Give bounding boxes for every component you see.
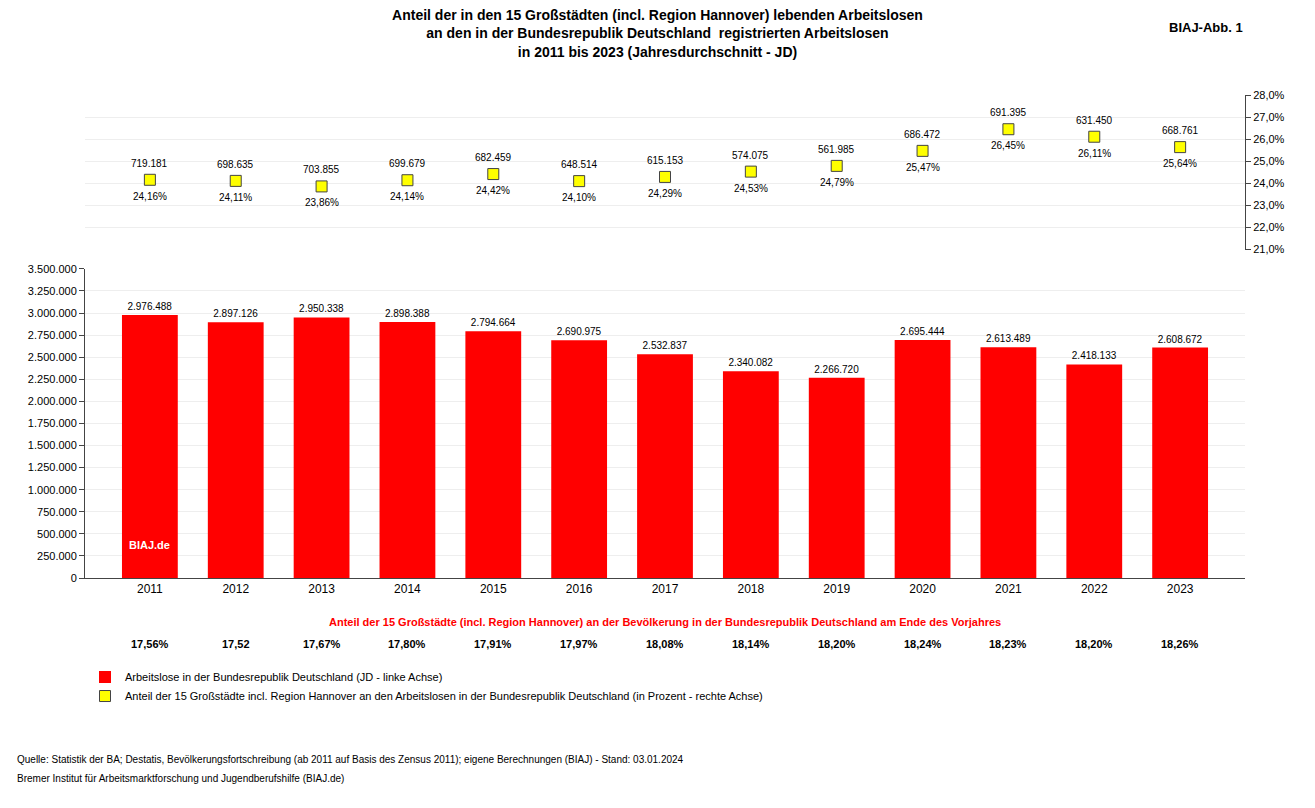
svg-text:18,23%: 18,23% — [989, 638, 1027, 650]
svg-text:2011: 2011 — [137, 582, 163, 596]
svg-text:23,0%: 23,0% — [1253, 199, 1284, 211]
svg-text:27,0%: 27,0% — [1253, 111, 1284, 123]
svg-text:24,11%: 24,11% — [219, 192, 252, 203]
svg-text:2023: 2023 — [1167, 582, 1194, 596]
svg-text:648.514: 648.514 — [561, 159, 598, 170]
svg-text:17,91%: 17,91% — [474, 638, 512, 650]
svg-text:2017: 2017 — [652, 582, 679, 596]
svg-text:1.000.000: 1.000.000 — [28, 484, 77, 496]
svg-text:18,20%: 18,20% — [1075, 638, 1113, 650]
svg-text:23,86%: 23,86% — [305, 197, 339, 208]
svg-text:24,0%: 24,0% — [1253, 177, 1284, 189]
svg-text:2014: 2014 — [394, 582, 421, 596]
svg-text:703.855: 703.855 — [303, 164, 340, 175]
svg-text:Anteil der 15 Großstädte incl.: Anteil der 15 Großstädte incl. Region Ha… — [125, 690, 763, 702]
svg-text:28,0%: 28,0% — [1253, 89, 1284, 101]
svg-text:Arbeitslose in der Bundesrepub: Arbeitslose in der Bundesrepublik Deutsc… — [125, 671, 442, 683]
svg-text:2018: 2018 — [737, 582, 764, 596]
svg-text:699.679: 699.679 — [389, 158, 426, 169]
svg-text:24,53%: 24,53% — [734, 183, 768, 194]
svg-text:24,10%: 24,10% — [562, 192, 596, 203]
svg-text:18,24%: 18,24% — [904, 638, 942, 650]
svg-text:2.976.488: 2.976.488 — [127, 301, 172, 312]
svg-text:2012: 2012 — [222, 582, 249, 596]
svg-text:2021: 2021 — [995, 582, 1022, 596]
svg-text:2.690.975: 2.690.975 — [557, 326, 602, 337]
svg-text:BIAJ.de: BIAJ.de — [129, 539, 170, 551]
svg-text:18,08%: 18,08% — [646, 638, 684, 650]
svg-text:17,97%: 17,97% — [560, 638, 598, 650]
svg-text:2.613.489: 2.613.489 — [986, 333, 1031, 344]
svg-text:0: 0 — [71, 572, 77, 584]
svg-text:2016: 2016 — [566, 582, 593, 596]
svg-text:2019: 2019 — [823, 582, 850, 596]
svg-text:21,0%: 21,0% — [1253, 243, 1284, 255]
svg-text:2.794.664: 2.794.664 — [471, 317, 516, 328]
svg-text:2.950.338: 2.950.338 — [299, 303, 344, 314]
svg-text:22,0%: 22,0% — [1253, 221, 1284, 233]
svg-text:18,26%: 18,26% — [1161, 638, 1199, 650]
svg-text:2013: 2013 — [308, 582, 335, 596]
svg-text:3.000.000: 3.000.000 — [28, 307, 77, 319]
svg-text:BIAJ-Abb. 1: BIAJ-Abb. 1 — [1169, 20, 1243, 35]
svg-text:2.898.388: 2.898.388 — [385, 308, 430, 319]
svg-text:2.250.000: 2.250.000 — [28, 373, 77, 385]
svg-text:24,16%: 24,16% — [133, 191, 167, 202]
svg-text:26,45%: 26,45% — [991, 140, 1025, 151]
svg-text:631.450: 631.450 — [1076, 115, 1113, 126]
svg-text:2.608.672: 2.608.672 — [1158, 334, 1203, 345]
svg-text:2.750.000: 2.750.000 — [28, 329, 77, 341]
svg-text:1.250.000: 1.250.000 — [28, 461, 77, 473]
svg-text:26,11%: 26,11% — [1078, 148, 1111, 159]
svg-text:17,52: 17,52 — [222, 638, 250, 650]
svg-text:2.695.444: 2.695.444 — [900, 326, 945, 337]
svg-text:17,67%: 17,67% — [303, 638, 341, 650]
svg-text:25,64%: 25,64% — [1163, 158, 1197, 169]
svg-text:17,56%: 17,56% — [131, 638, 169, 650]
svg-text:3.500.000: 3.500.000 — [28, 263, 77, 275]
svg-text:1.750.000: 1.750.000 — [28, 417, 77, 429]
svg-text:Anteil der in den 15 Großstädt: Anteil der in den 15 Großstädten (incl. … — [392, 7, 923, 59]
svg-text:691.395: 691.395 — [990, 107, 1027, 118]
svg-text:750.000: 750.000 — [37, 506, 77, 518]
svg-text:3.250.000: 3.250.000 — [28, 285, 77, 297]
svg-text:24,42%: 24,42% — [476, 185, 510, 196]
svg-text:24,14%: 24,14% — [390, 191, 424, 202]
svg-text:18,14%: 18,14% — [732, 638, 770, 650]
svg-text:500.000: 500.000 — [37, 528, 77, 540]
svg-text:2022: 2022 — [1081, 582, 1108, 596]
svg-text:2.500.000: 2.500.000 — [28, 351, 77, 363]
svg-text:2.532.837: 2.532.837 — [643, 340, 688, 351]
svg-text:615.153: 615.153 — [647, 155, 684, 166]
svg-text:2.418.133: 2.418.133 — [1072, 350, 1117, 361]
svg-text:24,29%: 24,29% — [648, 188, 682, 199]
svg-text:Quelle: Statistik der BA; Dest: Quelle: Statistik der BA; Destatis, Bevö… — [17, 754, 684, 765]
svg-text:26,0%: 26,0% — [1253, 133, 1284, 145]
svg-text:2.266.720: 2.266.720 — [814, 364, 859, 375]
svg-text:1.500.000: 1.500.000 — [28, 439, 77, 451]
svg-text:24,79%: 24,79% — [820, 177, 854, 188]
svg-text:2020: 2020 — [909, 582, 936, 596]
svg-text:698.635: 698.635 — [217, 159, 254, 170]
svg-text:2.340.082: 2.340.082 — [728, 357, 773, 368]
svg-text:25,47%: 25,47% — [906, 162, 940, 173]
svg-text:Anteil der 15 Großstädte (incl: Anteil der 15 Großstädte (incl. Region H… — [329, 616, 1001, 628]
svg-text:18,20%: 18,20% — [818, 638, 856, 650]
svg-text:686.472: 686.472 — [904, 129, 941, 140]
svg-text:2.897.126: 2.897.126 — [213, 308, 258, 319]
svg-text:574.075: 574.075 — [732, 150, 769, 161]
svg-text:250.000: 250.000 — [37, 550, 77, 562]
svg-text:682.459: 682.459 — [475, 152, 512, 163]
svg-text:668.761: 668.761 — [1162, 125, 1199, 136]
svg-text:2015: 2015 — [480, 582, 507, 596]
svg-text:561.985: 561.985 — [818, 144, 855, 155]
svg-text:25,0%: 25,0% — [1253, 155, 1284, 167]
svg-text:17,80%: 17,80% — [388, 638, 426, 650]
svg-text:Bremer Institut für Arbeitsmar: Bremer Institut für Arbeitsmarktforschun… — [17, 773, 344, 784]
svg-text:719.181: 719.181 — [131, 158, 168, 169]
svg-text:2.000.000: 2.000.000 — [28, 395, 77, 407]
